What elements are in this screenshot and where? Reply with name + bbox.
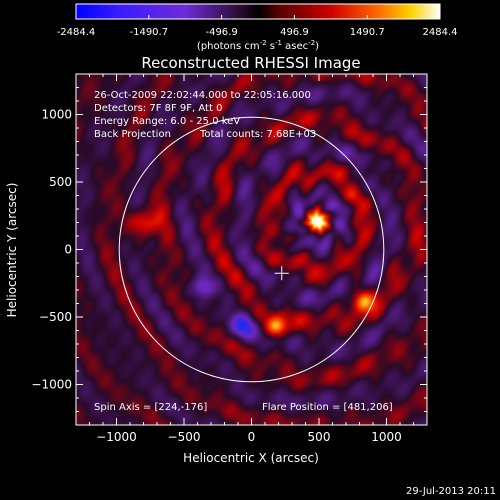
colorbar-tick-label: 1490.7 — [350, 27, 385, 38]
info-detectors: Detectors: 7F 8F 9F, Att 0 — [94, 103, 222, 114]
colorbar-units: (photons cm-2 s-1 asec-2) — [197, 39, 319, 52]
y-tick-label: 0 — [64, 243, 72, 257]
info-time: 26-Oct-2009 22:02:44.000 to 22:05:16.000 — [94, 90, 311, 101]
heatmap-image — [76, 74, 427, 425]
x-axis-label: Heliocentric X (arcsec) — [183, 451, 319, 465]
x-tick-label: −1000 — [96, 430, 137, 444]
info-counts: Total counts: 7.68E+03 — [199, 129, 316, 140]
x-tick-label: 500 — [308, 430, 331, 444]
x-tick-label: 0 — [248, 430, 256, 444]
info-energy: Energy Range: 6.0 - 25.0 keV — [94, 116, 240, 127]
colorbar-tick-label: -2484.4 — [57, 27, 96, 38]
colorbar — [75, 3, 441, 20]
x-tick-label: 1000 — [371, 430, 402, 444]
colorbar-tick-label: -496.9 — [205, 27, 237, 38]
x-tick-label: −500 — [168, 430, 201, 444]
axis-ticks: −1000 −500 0 500 1000 −1000 −500 0 500 1000 — [31, 74, 427, 444]
info-method: Back Projection — [94, 129, 171, 140]
y-tick-label: −500 — [39, 310, 72, 324]
solar-limb — [118, 116, 385, 383]
info-spin-axis: Spin Axis = [224,-176] — [94, 402, 207, 413]
y-tick-label: −1000 — [31, 378, 72, 392]
y-tick-label: 1000 — [41, 108, 72, 122]
chart-title: Reconstructed RHESSI Image — [141, 54, 360, 72]
heatmap-area — [76, 74, 427, 425]
colorbar-tick-label: 2484.4 — [423, 27, 458, 38]
colorbar-tick-label: 496.9 — [280, 27, 309, 38]
footer-timestamp: 29-Jul-2013 20:11 — [406, 486, 496, 497]
spin-axis-marker — [274, 266, 289, 281]
colorbar-tick-label: -1490.7 — [129, 27, 168, 38]
info-flare-position: Flare Position = [481,206] — [262, 402, 393, 413]
info-block: 26-Oct-2009 22:02:44.000 to 22:05:16.000… — [94, 90, 393, 413]
y-axis-label: Heliocentric Y (arcsec) — [5, 183, 19, 318]
y-tick-label: 500 — [49, 175, 72, 189]
colorbar-ticks: -2484.4 -1490.7 -496.9 496.9 1490.7 2484.4 — [57, 15, 458, 38]
